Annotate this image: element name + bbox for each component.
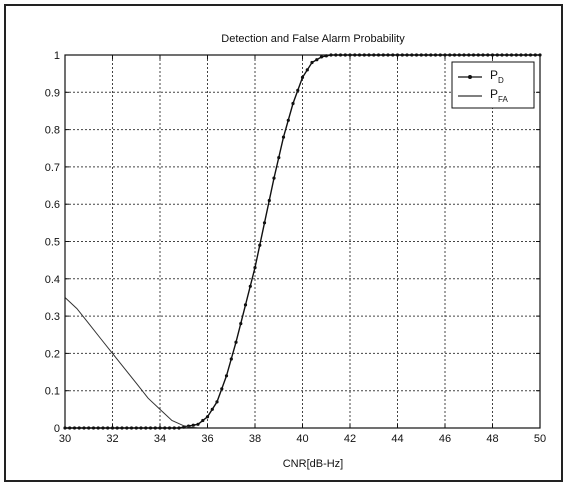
y-tick-label: 0.3	[45, 311, 60, 323]
data-point-p-d	[234, 340, 238, 344]
legend-swatch-marker	[468, 75, 472, 79]
grid-lines	[65, 55, 540, 428]
data-point-p-d	[277, 156, 281, 160]
y-tick-label: 0	[54, 423, 60, 435]
x-axis-label: CNR[dB-Hz]	[283, 458, 344, 470]
x-tick-label: 50	[534, 433, 546, 445]
y-tick-label: 0.9	[45, 87, 60, 99]
data-point-p-d	[296, 88, 300, 92]
x-tick-label: 30	[59, 433, 71, 445]
data-point-p-d	[210, 407, 214, 411]
chart-title: Detection and False Alarm Probability	[221, 33, 405, 45]
data-point-p-d	[239, 322, 243, 326]
data-point-p-d	[243, 303, 248, 307]
data-point-p-d	[267, 198, 271, 203]
data-point-p-d	[305, 68, 309, 72]
y-tick-label: 0.8	[45, 125, 60, 137]
x-tick-label: 36	[201, 433, 213, 445]
data-point-p-d	[291, 101, 295, 106]
y-tick-label: 0.4	[45, 274, 60, 286]
legend-box	[451, 61, 535, 109]
y-tick-label: 0.7	[45, 162, 60, 174]
data-point-p-d	[201, 418, 205, 423]
data-point-p-d	[310, 60, 314, 65]
data-point-p-d	[262, 221, 267, 225]
legend-label-p-d: PD	[490, 68, 504, 85]
data-point-p-d	[286, 118, 290, 122]
y-tick-label: 0.5	[45, 237, 60, 249]
data-point-p-d	[272, 176, 276, 180]
data-point-p-d	[205, 415, 210, 419]
y-tick-label: 0.6	[45, 199, 60, 211]
data-point-p-d	[315, 58, 319, 62]
data-point-p-d	[191, 423, 195, 427]
x-tick-label: 32	[106, 433, 118, 445]
data-point-p-d	[224, 374, 229, 378]
plot-area-border	[64, 54, 541, 429]
y-tick-label: 0.1	[45, 386, 60, 398]
y-tick-label: 1	[54, 50, 60, 62]
data-point-p-d	[215, 400, 219, 404]
data-point-p-d	[258, 243, 262, 247]
legend-label-sub: D	[498, 76, 504, 85]
x-tick-label: 46	[439, 433, 451, 445]
x-tick-label: 34	[154, 433, 166, 445]
x-tick-label: 38	[249, 433, 261, 445]
data-point-p-d	[248, 284, 252, 288]
data-point-p-d	[253, 266, 257, 270]
data-point-p-d	[281, 135, 286, 139]
tick-labels: 30 32 34 36 38 40 42 44 46 48 50 0 0.1 0.2 0.3 0.4 0.5 0.…	[45, 50, 546, 445]
data-point-p-d	[300, 75, 305, 79]
x-tick-label: 42	[344, 433, 356, 445]
y-tick-label: 0.2	[45, 348, 60, 360]
legend-label-p-fa: PFA	[490, 87, 508, 104]
x-tick-label: 40	[296, 433, 308, 445]
data-point-p-d	[319, 55, 324, 59]
data-point-p-d	[196, 422, 200, 426]
axes	[64, 54, 541, 429]
legend-label-sub: FA	[498, 95, 508, 104]
x-tick-label: 44	[391, 433, 403, 445]
legend-label-main: P	[490, 87, 498, 101]
data-point-p-d	[220, 387, 224, 391]
legend-label-main: P	[490, 68, 498, 82]
x-tick-label: 48	[486, 433, 498, 445]
data-point-p-d	[229, 357, 233, 361]
